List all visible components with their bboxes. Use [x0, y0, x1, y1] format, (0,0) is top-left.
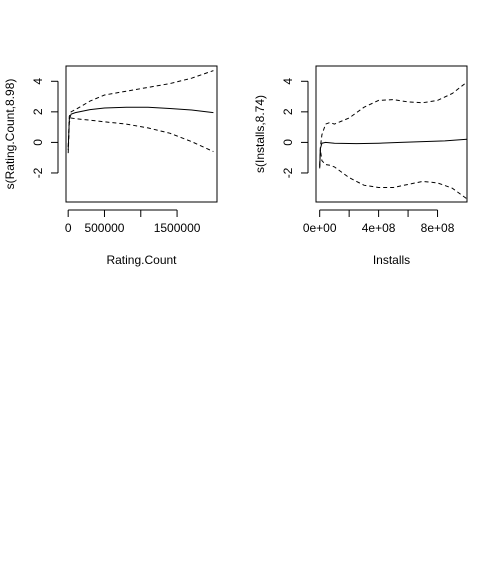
x-tick-label: 0 — [65, 221, 72, 235]
smooth-fit-line — [319, 138, 467, 167]
y-tick-label: 4 — [31, 78, 45, 85]
plot-frame — [65, 65, 218, 203]
y-tick-label: 0 — [31, 139, 45, 146]
smooth-fit-line — [67, 106, 214, 151]
chart-panel-1: 0 500000 1500000 -2 0 2 4 Rating.Count s(Rating.… — [3, 65, 218, 267]
x-axis-label: Rating.Count — [106, 253, 177, 267]
plot-frame — [315, 65, 468, 203]
y-tick-label: -2 — [31, 167, 45, 178]
y-tick-label: 2 — [281, 108, 295, 115]
y-tick-label: 0 — [281, 139, 295, 146]
x-tick-label: 500000 — [84, 221, 124, 235]
y-tick-label: -2 — [281, 167, 295, 178]
x-tick-label: 0e+00 — [303, 221, 337, 235]
chart-panel-2: 0e+00 4e+08 8e+08 -2 0 2 4 Installs s(Installs,8… — [253, 65, 468, 267]
x-tick-label: 8e+08 — [421, 221, 455, 235]
confidence-band-line — [67, 70, 214, 148]
x-tick-label: 4e+08 — [362, 221, 396, 235]
confidence-band-line — [67, 117, 214, 154]
y-tick-label: 4 — [281, 78, 295, 85]
confidence-band-line — [319, 149, 467, 200]
confidence-band-line — [319, 81, 467, 166]
y-tick-label: 2 — [31, 108, 45, 115]
y-axis-label: s(Installs,8.74) — [253, 95, 267, 173]
x-axis-label: Installs — [373, 253, 410, 267]
y-axis-label: s(Rating.Count,8.98) — [3, 79, 17, 190]
x-tick-label: 1500000 — [154, 221, 201, 235]
